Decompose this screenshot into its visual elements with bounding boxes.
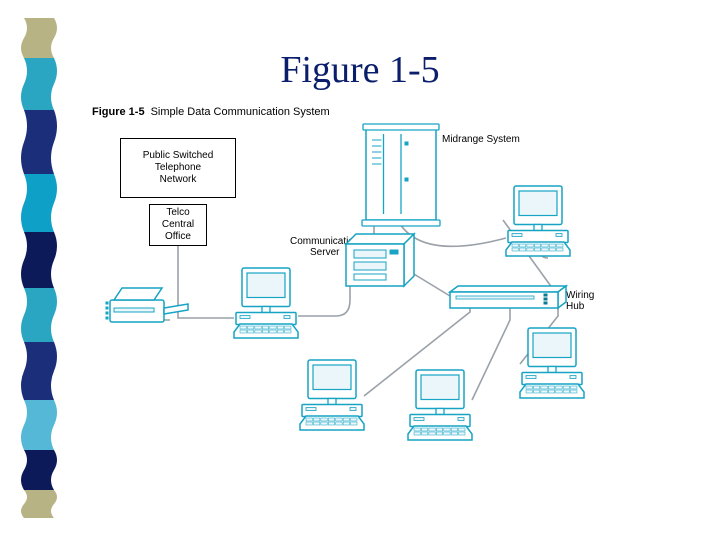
network-diagram bbox=[92, 120, 660, 520]
caption-text: Simple Data Communication System bbox=[151, 106, 330, 118]
caption-bold: Figure 1-5 bbox=[92, 106, 145, 118]
figure-caption: Figure 1-5 Simple Data Communication Syst… bbox=[92, 106, 330, 118]
page-title: Figure 1-5 bbox=[0, 48, 720, 92]
